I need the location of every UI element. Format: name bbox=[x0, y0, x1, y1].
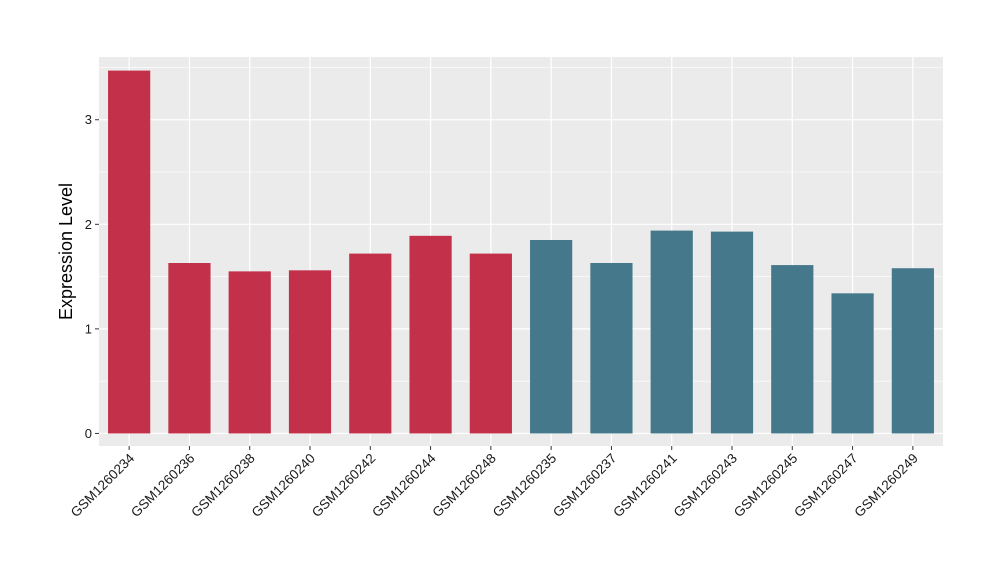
y-tick-label: 2 bbox=[85, 217, 92, 232]
bar-GSM1260237 bbox=[590, 263, 633, 434]
x-tick-label: GSM1260249 bbox=[851, 451, 921, 521]
bar-GSM1260245 bbox=[771, 265, 814, 434]
bar-GSM1260249 bbox=[891, 268, 934, 434]
bars bbox=[108, 70, 934, 434]
bar-GSM1260247 bbox=[831, 293, 874, 434]
bar-GSM1260236 bbox=[168, 263, 211, 434]
bar-GSM1260241 bbox=[650, 230, 693, 434]
y-axis-title: Expression Level bbox=[56, 183, 76, 320]
bar-GSM1260235 bbox=[530, 239, 573, 434]
bar-GSM1260244 bbox=[409, 235, 452, 434]
bar-GSM1260234 bbox=[108, 70, 151, 434]
y-tick-label: 0 bbox=[85, 426, 92, 441]
plot-panel bbox=[99, 57, 943, 446]
bar-GSM1260238 bbox=[228, 271, 271, 434]
bar-GSM1260248 bbox=[469, 253, 512, 434]
bar-GSM1260243 bbox=[710, 231, 754, 434]
y-tick-label: 1 bbox=[85, 321, 92, 336]
y-tick-label: 3 bbox=[85, 112, 92, 127]
bar-GSM1260240 bbox=[288, 270, 332, 434]
bar-GSM1260242 bbox=[349, 253, 392, 434]
